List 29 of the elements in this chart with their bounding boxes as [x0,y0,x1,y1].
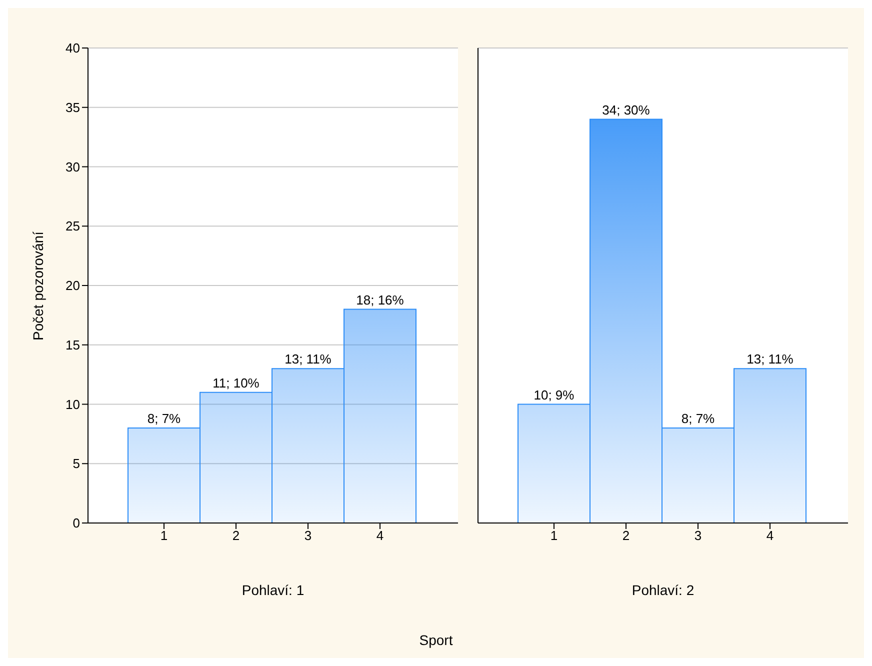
y-tick-label: 5 [72,456,80,472]
data-label: 18; 16% [356,292,404,308]
y-tick-label: 35 [66,100,80,115]
y-tick-label: 15 [66,337,80,352]
text: Sport [418,632,454,648]
data-label: 13; 11% [746,352,794,367]
y-axis-title: Počet pozorování [30,231,46,340]
data-label: 13; 11% [284,352,332,367]
data-label: 10; 9% [534,387,575,402]
x-tick-label: 3 [304,528,312,544]
y-tick-label: 25 [66,218,80,234]
data-label: 34; 30% [602,102,650,118]
x-axis-title: Pohlaví: 2 [630,582,696,598]
x-tick-label: 1 [160,528,168,544]
data-label: 11; 10% [212,375,260,390]
y-tick-label: 10 [66,396,80,412]
data-label: 8; 7% [681,411,716,426]
x-tick-label: 4 [376,528,384,544]
x-tick-label: 2 [232,528,240,544]
x-tick-label: 4 [766,528,774,544]
data-label: 8; 7% [147,411,182,426]
x-tick-label: 1 [550,528,558,544]
x-tick-label: 3 [694,528,702,544]
y-tick-label: 40 [66,40,80,56]
x-tick-label: 2 [622,528,630,544]
x-axis-title: Pohlaví: 1 [240,582,306,598]
y-tick-label: 20 [66,278,80,294]
y-tick-label: 30 [66,159,80,174]
y-tick-label: 0 [72,516,80,531]
